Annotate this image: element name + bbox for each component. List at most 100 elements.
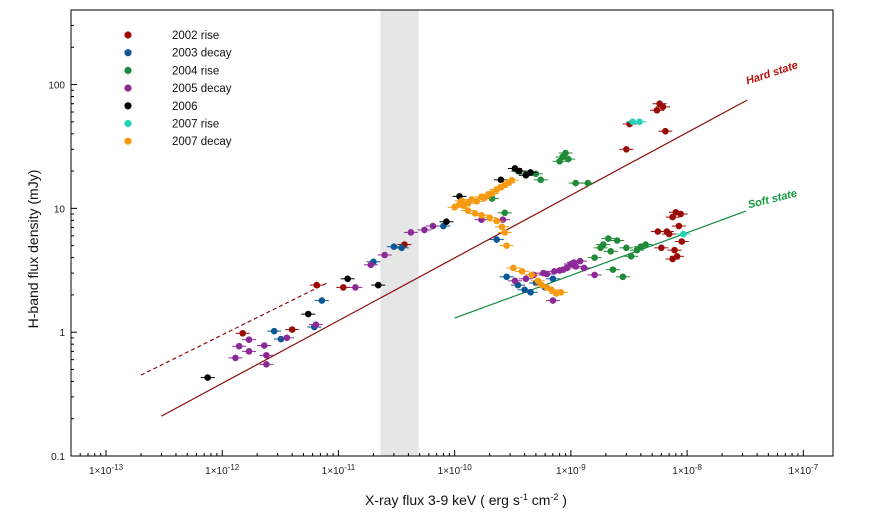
series-group: [200, 165, 538, 381]
data-point: [623, 244, 630, 252]
data-point: [516, 167, 523, 175]
data-point: [421, 226, 428, 234]
legend-label: 2007 rise: [172, 119, 219, 131]
data-point: [508, 176, 516, 184]
data-point: [339, 284, 347, 291]
data-point: [374, 281, 382, 289]
data-point: [312, 321, 320, 328]
legend-label: 2002 rise: [172, 30, 219, 42]
data-point: [557, 288, 565, 296]
data-point: [527, 169, 534, 176]
plot-frame: [70, 9, 834, 457]
data-point: [619, 273, 627, 281]
x-axis-title-exp2: -2: [550, 492, 558, 502]
data-point: [599, 241, 607, 248]
data-point: [576, 257, 584, 265]
data-point: [534, 277, 542, 285]
data-point: [528, 271, 535, 279]
data-point: [511, 277, 519, 285]
data-point: [662, 127, 669, 135]
data-point: [501, 229, 509, 236]
data-point: [245, 348, 253, 355]
data-point: [288, 326, 296, 333]
data-point: [591, 271, 598, 279]
data-point: [239, 329, 246, 337]
data-point: [503, 273, 510, 281]
fit-line: [161, 99, 748, 417]
data-point: [677, 210, 684, 218]
data-point: [671, 246, 678, 254]
data-point: [642, 241, 649, 248]
x-tick-label: 1×10-11: [322, 463, 356, 478]
data-point: [283, 334, 291, 342]
data-point: [260, 342, 268, 349]
line-label: Hard state: [745, 59, 800, 87]
fit-lines-layer: [140, 99, 748, 417]
ticks-layer: 1×10-13 1×10-12 1×10-11 1×10-10 1×10-9 1×10-8…: [48, 9, 819, 478]
data-point: [503, 242, 510, 249]
data-point: [636, 118, 643, 126]
data-point: [263, 361, 270, 368]
data-point: [564, 155, 572, 163]
x-tick-label: 1×10-13: [89, 463, 124, 478]
x-tick-label: 1×10-10: [438, 463, 473, 478]
data-point: [669, 213, 676, 221]
legend-marker: [124, 66, 132, 74]
legend-marker: [124, 137, 132, 145]
data-point: [499, 216, 507, 223]
x-axis-title-end: ): [558, 492, 567, 508]
data-point: [493, 217, 501, 225]
data-points-layer: [200, 100, 691, 381]
x-axis-title-exp1: -1: [520, 492, 528, 502]
data-point: [572, 263, 579, 270]
data-point: [501, 209, 509, 217]
data-point: [680, 230, 687, 238]
data-point: [548, 286, 555, 294]
data-point: [653, 106, 661, 114]
y-tick-label: 10: [54, 204, 66, 215]
data-point: [613, 237, 621, 244]
data-point: [318, 297, 326, 304]
data-point: [563, 264, 570, 272]
data-point: [510, 264, 517, 272]
data-point: [549, 297, 557, 304]
data-point: [232, 354, 239, 362]
series-group: [625, 118, 691, 238]
series-group: [267, 222, 560, 343]
series-group: [485, 149, 653, 281]
data-point: [498, 223, 506, 231]
data-point: [607, 248, 614, 255]
data-point: [443, 218, 450, 226]
data-point: [521, 286, 528, 294]
y-tick-label: 100: [48, 81, 65, 92]
data-point: [277, 335, 285, 343]
data-point: [669, 255, 676, 263]
data-point: [497, 176, 505, 184]
data-point: [263, 352, 270, 359]
data-point: [665, 230, 673, 238]
data-point: [464, 207, 472, 214]
data-point: [580, 264, 588, 272]
data-point: [678, 238, 686, 245]
data-point: [549, 275, 557, 283]
fit-line: [140, 282, 328, 376]
data-point: [522, 275, 530, 283]
legend-label: 2006: [172, 101, 198, 113]
data-point: [609, 266, 617, 273]
legend-marker: [124, 102, 132, 110]
data-point: [381, 251, 388, 259]
data-point: [488, 195, 496, 202]
data-point: [304, 310, 312, 318]
legend: 2002 rise 2003 decay 2004 rise 2005 decay 20…: [124, 30, 232, 148]
data-point: [245, 336, 253, 343]
data-point: [313, 281, 320, 289]
data-point: [537, 176, 545, 184]
data-point: [204, 374, 211, 381]
data-point: [493, 236, 501, 243]
x-tick-label: 1×10-8: [672, 463, 702, 478]
data-point: [344, 275, 351, 283]
data-point: [398, 244, 405, 252]
fit-line: [454, 210, 747, 319]
legend-label: 2007 decay: [172, 136, 232, 148]
data-point: [659, 103, 667, 111]
